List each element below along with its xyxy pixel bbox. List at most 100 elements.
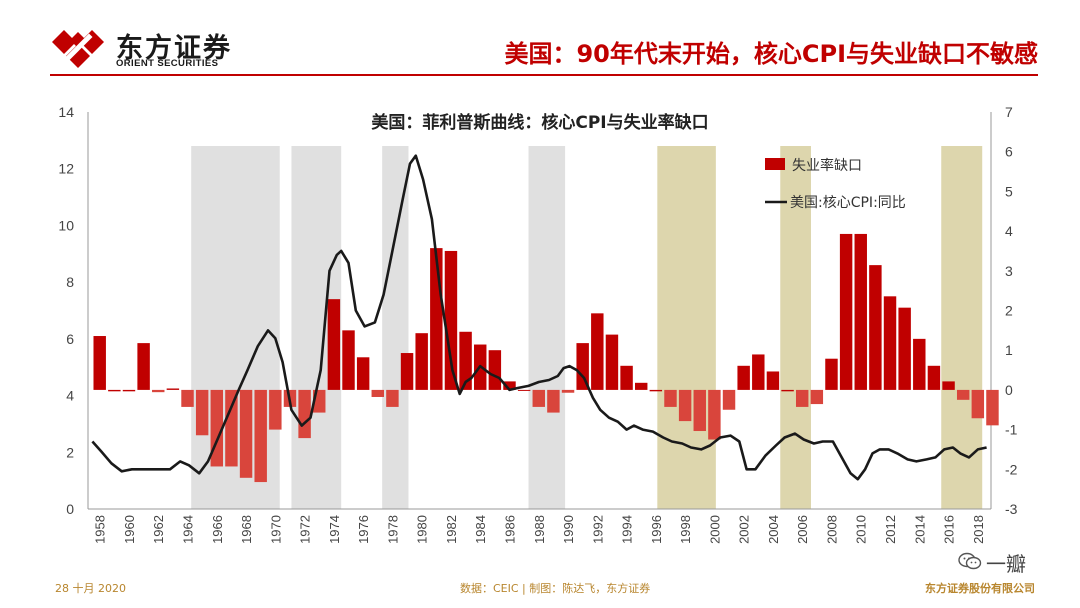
unemployment-gap-bar xyxy=(342,330,355,390)
left-tick-label: 0 xyxy=(66,501,74,517)
unemployment-gap-bar xyxy=(869,265,882,390)
x-tick-label: 1988 xyxy=(532,515,547,544)
unemployment-gap-bar xyxy=(459,331,472,390)
right-tick-label: 5 xyxy=(1005,183,1013,199)
right-tick-label: -3 xyxy=(1005,501,1018,517)
x-tick-label: 2006 xyxy=(795,515,810,544)
brand-name-en: ORIENT SECURITIES xyxy=(116,58,219,69)
x-tick-label: 1964 xyxy=(181,515,196,544)
x-tick-label: 1982 xyxy=(444,515,459,544)
x-tick-label: 1958 xyxy=(93,515,108,544)
unemployment-gap-bar xyxy=(737,365,750,390)
unemployment-gap-bar xyxy=(942,381,955,390)
x-tick-label: 1978 xyxy=(385,515,400,544)
unemployment-gap-bar xyxy=(913,338,926,390)
chart-title: 美国：菲利普斯曲线：核心CPI与失业率缺口 xyxy=(371,112,708,133)
right-tick-label: 6 xyxy=(1005,144,1013,160)
x-tick-label: 1974 xyxy=(327,515,342,544)
unemployment-gap-bar xyxy=(239,389,253,478)
unemployment-gap-bar xyxy=(898,307,911,390)
unemployment-gap-bar xyxy=(781,389,794,392)
x-tick-label: 1972 xyxy=(298,515,313,544)
header-rule xyxy=(50,74,1038,76)
right-tick-label: -1 xyxy=(1005,422,1018,438)
recession-band xyxy=(382,146,409,509)
left-tick-label: 8 xyxy=(66,274,74,290)
x-tick-label: 1966 xyxy=(210,515,225,544)
unemployment-gap-bar xyxy=(678,389,692,422)
x-tick-label: 1976 xyxy=(356,515,371,544)
unemployment-gap-bar xyxy=(591,313,604,390)
right-tick-label: 7 xyxy=(1005,104,1013,120)
unemployment-gap-bar xyxy=(181,389,194,407)
x-tick-label: 1968 xyxy=(239,515,254,544)
x-tick-label: 2000 xyxy=(707,515,722,544)
legend-line-label: 美国:核心CPI:同比 xyxy=(790,195,906,211)
unemployment-gap-bar xyxy=(956,389,970,400)
unemployment-gap-bar xyxy=(327,299,341,390)
left-tick-label: 14 xyxy=(58,104,74,120)
right-tick-label: 4 xyxy=(1005,223,1013,239)
x-tick-label: 2002 xyxy=(737,515,752,544)
x-tick-label: 2014 xyxy=(912,515,927,544)
wechat-watermark: 一瓣 xyxy=(958,548,1050,578)
x-tick-label: 1960 xyxy=(122,515,137,544)
unemployment-gap-bar xyxy=(708,389,721,440)
insensitive-band xyxy=(657,146,716,509)
unemployment-gap-bar xyxy=(503,381,516,390)
unemployment-gap-bar xyxy=(298,389,311,439)
left-tick-label: 12 xyxy=(58,161,74,177)
unemployment-gap-bar xyxy=(634,382,648,390)
x-tick-label: 1986 xyxy=(503,515,518,544)
unemployment-gap-bar xyxy=(488,350,502,390)
left-tick-label: 6 xyxy=(66,331,74,347)
left-tick-label: 4 xyxy=(66,388,74,404)
x-tick-label: 1992 xyxy=(590,515,605,544)
unemployment-gap-bar xyxy=(693,389,706,432)
unemployment-gap-bar xyxy=(766,371,780,390)
unemployment-gap-bar xyxy=(971,389,985,419)
footer-source: 数据：CEIC | 制图：陈达飞，东方证券 xyxy=(460,582,651,595)
unemployment-gap-bar xyxy=(795,389,809,407)
x-tick-label: 2010 xyxy=(854,515,869,544)
unemployment-gap-bar xyxy=(166,388,180,390)
unemployment-gap-bar xyxy=(825,358,838,390)
x-tick-label: 2016 xyxy=(942,515,957,544)
right-tick-label: 3 xyxy=(1005,263,1013,279)
unemployment-gap-bar xyxy=(561,389,575,393)
unemployment-gap-bar xyxy=(122,389,136,392)
unemployment-gap-bar xyxy=(108,389,121,392)
unemployment-gap-bar xyxy=(195,389,209,436)
unemployment-gap-bar xyxy=(152,389,165,393)
unemployment-gap-bar xyxy=(225,389,238,467)
unemployment-gap-bar xyxy=(649,389,663,392)
x-tick-label: 2018 xyxy=(971,515,986,544)
unemployment-gap-bar xyxy=(444,250,458,390)
x-tick-label: 2012 xyxy=(883,515,898,544)
x-tick-label: 1996 xyxy=(649,515,664,544)
unemployment-gap-bar xyxy=(517,389,531,391)
unemployment-gap-bar xyxy=(576,343,589,390)
insensitive-band xyxy=(780,146,811,509)
unemployment-gap-bar xyxy=(93,336,106,390)
x-tick-label: 1980 xyxy=(415,515,430,544)
unemployment-gap-bar xyxy=(722,389,736,410)
right-tick-label: 0 xyxy=(1005,382,1013,398)
unemployment-gap-bar xyxy=(854,233,867,390)
unemployment-gap-bar xyxy=(137,343,150,390)
core-cpi-line xyxy=(91,154,987,481)
footer-company: 东方证券股份有限公司 xyxy=(925,582,1035,595)
unemployment-gap-bar xyxy=(400,353,414,390)
unemployment-gap-bar xyxy=(415,333,428,390)
right-tick-label: 1 xyxy=(1005,342,1013,358)
unemployment-gap-bar xyxy=(810,389,824,405)
x-tick-label: 1990 xyxy=(561,515,576,544)
unemployment-gap-bar xyxy=(386,389,399,407)
right-tick-label: -2 xyxy=(1005,461,1018,477)
legend-bar-swatch xyxy=(765,158,785,170)
x-tick-label: 1998 xyxy=(678,515,693,544)
slide-title: 美国：90年代末开始，核心CPI与失业缺口不敏感 xyxy=(504,40,1038,68)
watermark-text: 一瓣 xyxy=(986,552,1026,576)
wechat-icon xyxy=(958,552,982,570)
